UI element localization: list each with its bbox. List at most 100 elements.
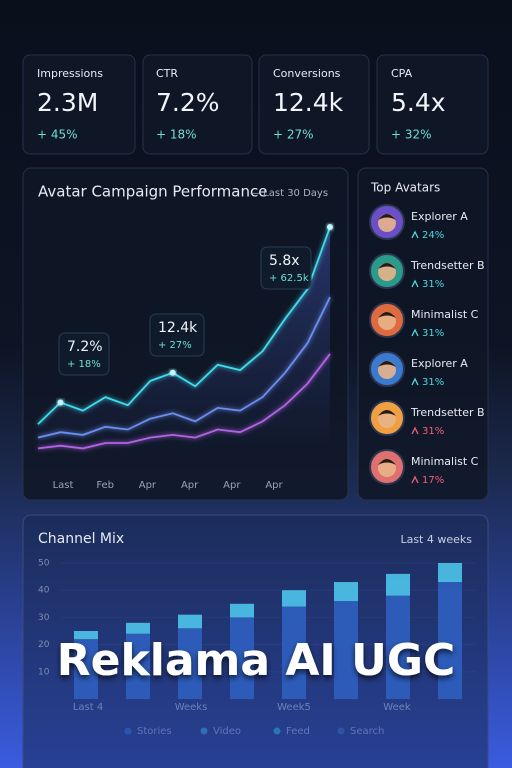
- avatar-name: Minimalist C: [411, 455, 479, 468]
- avatar-face: [378, 263, 396, 281]
- kpi-change: + 27%: [273, 128, 314, 142]
- area: [38, 227, 330, 450]
- kpi-value: 5.4x: [391, 88, 446, 117]
- y-tick-label: 40: [38, 586, 50, 596]
- x-tick-label: Weeks: [175, 702, 208, 713]
- x-tick-label: Apr: [139, 480, 157, 491]
- callout-box: [260, 246, 312, 290]
- callout-box: [149, 313, 205, 357]
- avatar-face: [378, 361, 396, 379]
- kpi-label: Impressions: [37, 67, 103, 80]
- callout-change: + 27%: [158, 340, 192, 351]
- legend-swatch: [273, 727, 281, 735]
- kpi-card: [142, 54, 253, 155]
- kpi-label: Conversions: [273, 67, 341, 80]
- y-tick-label: 20: [38, 640, 50, 650]
- legend-swatch: [200, 727, 208, 735]
- y-tick-label: 10: [38, 667, 50, 677]
- kpi-label: CTR: [156, 67, 178, 80]
- legend-label: Feed: [286, 726, 310, 737]
- callout-value: 7.2%: [67, 339, 103, 355]
- x-tick-label: Apr: [223, 480, 241, 491]
- point-dot: [169, 369, 176, 376]
- bar-segment: [282, 606, 306, 699]
- line-series: [37, 226, 331, 425]
- avatar-change: 31%: [422, 426, 444, 437]
- avatar-face: [378, 312, 396, 330]
- trend-arrow: [411, 279, 419, 288]
- kpi-card: [258, 54, 370, 155]
- y-tick-label: 30: [38, 613, 50, 623]
- x-tick-label: Feb: [96, 480, 114, 491]
- kpi-change: + 45%: [37, 128, 78, 142]
- bar-segment: [178, 628, 202, 699]
- avatar-change: 17%: [422, 475, 444, 486]
- avatar-face: [378, 459, 396, 477]
- bar-segment: [438, 582, 462, 699]
- trend-arrow: [411, 377, 419, 386]
- chart-title: Avatar Campaign Performance: [38, 183, 267, 201]
- trend-arrow: [411, 426, 419, 435]
- avatar-change: 31%: [422, 279, 444, 290]
- x-tick-label: Apr: [181, 480, 199, 491]
- kpi-change: + 18%: [156, 128, 197, 142]
- bar-segment: [230, 617, 254, 699]
- avatar-name: Explorer A: [411, 210, 468, 223]
- kpi-value: 2.3M: [37, 88, 98, 117]
- avatar-change: 31%: [422, 328, 444, 339]
- bar-segment: [74, 639, 98, 699]
- point-dot: [57, 399, 64, 406]
- kpi-card: [22, 54, 136, 155]
- avatar-face: [378, 410, 396, 428]
- chart-subtitle: — Last 30 Days: [250, 188, 328, 199]
- avatar-name: Explorer A: [411, 357, 468, 370]
- bar-segment: [334, 582, 358, 602]
- bar-segment: [438, 563, 462, 583]
- avatar-name: Trendsetter B: [410, 406, 485, 419]
- legend-label: Search: [350, 726, 384, 737]
- legend-label: Stories: [137, 726, 172, 737]
- kpi-value: 7.2%: [156, 88, 220, 117]
- chart-subtitle: Last 4 weeks: [400, 533, 472, 546]
- avatar-hair: [378, 459, 396, 465]
- avatar-hair: [378, 214, 396, 220]
- y-tick-label: 50: [38, 559, 50, 569]
- avatar-change: 31%: [422, 377, 444, 388]
- x-tick-label: Last 4: [73, 702, 103, 713]
- bar-segment: [74, 631, 98, 640]
- bar-segment: [126, 633, 150, 699]
- bar-segment: [126, 622, 150, 634]
- bar-segment: [230, 603, 254, 618]
- legend-swatch: [124, 727, 132, 735]
- callout-value: 12.4k: [158, 320, 198, 336]
- x-tick-label: Last: [53, 480, 74, 491]
- kpi-card: [376, 54, 489, 155]
- kpi-value: 12.4k: [273, 88, 344, 117]
- avatar-hair: [378, 312, 396, 318]
- bar-segment: [386, 595, 410, 699]
- avatar-hair: [378, 263, 396, 269]
- point-dot: [327, 224, 333, 230]
- line-series: [37, 296, 331, 439]
- legend-label: Video: [213, 726, 241, 737]
- kpi-label: CPA: [391, 67, 413, 80]
- avatar-name: Trendsetter B: [410, 259, 485, 272]
- x-tick-label: Apr: [265, 480, 283, 491]
- chart-title: Channel Mix: [38, 531, 124, 547]
- legend-swatch: [337, 727, 345, 735]
- callout-change: + 62.5k: [269, 273, 309, 284]
- avatar-name: Minimalist C: [411, 308, 479, 321]
- trend-arrow: [411, 475, 419, 484]
- avatar-hair: [378, 361, 396, 367]
- bar-segment: [178, 614, 202, 629]
- trend-arrow: [411, 328, 419, 337]
- avatar-face: [378, 214, 396, 232]
- kpi-change: + 32%: [391, 128, 432, 142]
- avatar-change: 24%: [422, 230, 444, 241]
- line-series: [37, 353, 331, 450]
- channel-card: [22, 514, 489, 768]
- banner-title: Reklama AI UGC: [57, 635, 456, 686]
- callout-change: + 18%: [67, 359, 101, 370]
- avatar-hair: [378, 410, 396, 416]
